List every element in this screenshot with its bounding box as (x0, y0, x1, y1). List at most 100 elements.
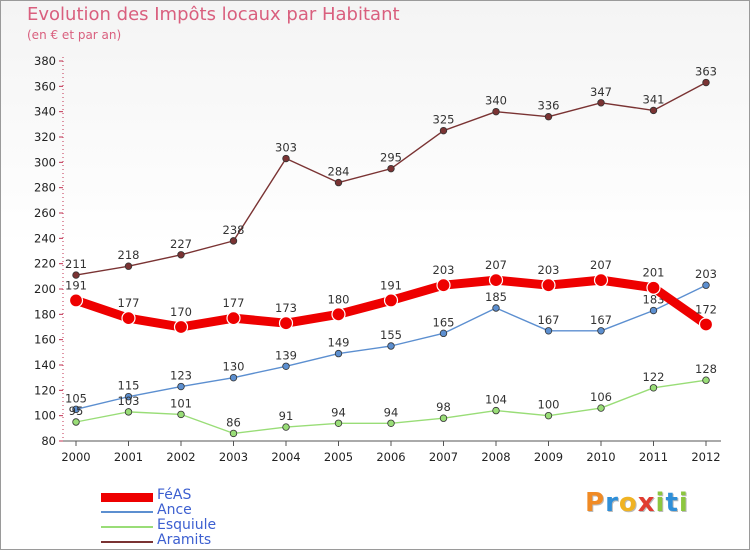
legend-swatch (101, 492, 153, 502)
data-point-ance (702, 281, 710, 289)
data-point-aramits (282, 154, 290, 163)
data-label-ance: 130 (223, 360, 245, 374)
data-label-aramits: 211 (65, 257, 87, 271)
y-tick-label: 100 (34, 409, 56, 423)
data-label-f-as: 207 (485, 258, 507, 272)
data-label-f-as: 177 (118, 296, 140, 310)
data-label-aramits: 363 (695, 65, 717, 79)
data-point-f-as (698, 317, 714, 332)
data-label-esquiule: 95 (69, 404, 84, 418)
y-tick-label: 120 (34, 383, 56, 397)
x-tick-label: 2008 (481, 450, 510, 464)
legend-label: FéAS (157, 487, 192, 503)
legend-label: Aramits (157, 532, 212, 548)
data-label-f-as: 207 (590, 258, 612, 272)
data-point-esquiule (124, 408, 133, 416)
data-label-aramits: 303 (275, 141, 297, 155)
data-label-f-as: 203 (433, 263, 455, 277)
data-point-aramits (492, 107, 500, 116)
data-point-f-as (383, 293, 399, 308)
data-label-aramits: 325 (433, 113, 455, 127)
data-point-f-as (488, 273, 504, 288)
data-label-esquiule: 91 (279, 409, 294, 423)
x-tick-label: 2012 (691, 450, 720, 464)
data-point-ance (72, 405, 80, 414)
data-point-aramits (72, 271, 80, 279)
legend-label: Esquiule (157, 517, 217, 533)
data-point-aramits (544, 113, 553, 121)
data-point-esquiule (702, 376, 710, 384)
y-tick-label: 300 (34, 155, 56, 169)
data-point-esquiule (177, 410, 185, 419)
data-label-ance: 105 (65, 391, 87, 405)
y-tick-label: 220 (34, 257, 56, 271)
data-label-esquiule: 94 (331, 405, 346, 419)
y-tick-label: 200 (34, 282, 56, 296)
data-label-ance: 155 (380, 328, 402, 342)
x-tick-label: 2010 (586, 450, 615, 464)
data-point-esquiule (492, 406, 500, 415)
data-point-ance (177, 382, 185, 391)
data-label-f-as: 170 (170, 305, 192, 319)
y-tick-label: 280 (34, 181, 56, 195)
legend-label: Ance (157, 502, 192, 518)
data-point-f-as (541, 278, 556, 293)
x-tick-label: 2004 (271, 450, 300, 464)
y-tick-label: 320 (34, 130, 56, 144)
data-label-esquiule: 98 (436, 400, 451, 414)
data-point-aramits (334, 178, 343, 187)
data-label-ance: 149 (328, 336, 350, 350)
data-label-ance: 203 (695, 267, 717, 281)
data-point-esquiule (229, 429, 238, 438)
data-point-aramits (597, 99, 605, 107)
data-point-ance (439, 329, 448, 338)
chart-title: Evolution des Impôts locaux par Habitant (27, 4, 400, 25)
data-point-aramits (649, 106, 658, 115)
data-label-ance: 167 (538, 313, 560, 327)
data-point-aramits (439, 126, 448, 135)
data-label-ance: 165 (433, 315, 455, 329)
y-tick-label: 340 (34, 105, 56, 119)
x-tick-label: 2003 (219, 450, 248, 464)
data-label-esquiule: 86 (226, 415, 241, 429)
proxiti-logo: Proxiti (585, 488, 689, 518)
data-point-f-as (331, 307, 346, 322)
data-label-aramits: 218 (118, 248, 140, 262)
data-label-aramits: 227 (170, 237, 192, 251)
data-label-ance: 139 (275, 348, 297, 362)
data-point-ance (229, 373, 238, 382)
y-tick-label: 360 (34, 79, 56, 93)
x-tick-label: 2009 (534, 450, 563, 464)
data-point-esquiule (649, 384, 658, 392)
legend-swatch (101, 511, 153, 513)
y-tick-label: 80 (41, 434, 56, 448)
x-tick-label: 2005 (324, 450, 353, 464)
data-label-esquiule: 122 (643, 370, 665, 384)
data-label-f-as: 191 (380, 278, 402, 292)
data-label-ance: 185 (485, 290, 507, 304)
data-point-ance (597, 327, 605, 335)
x-tick-label: 2000 (61, 450, 90, 464)
data-label-aramits: 284 (328, 165, 350, 179)
data-point-esquiule (597, 404, 605, 412)
data-label-f-as: 201 (643, 266, 665, 280)
data-label-esquiule: 101 (170, 396, 192, 410)
data-label-aramits: 238 (223, 223, 245, 237)
data-label-esquiule: 104 (485, 393, 507, 407)
x-tick-label: 2001 (114, 450, 143, 464)
data-label-f-as: 180 (328, 292, 350, 306)
data-point-aramits (177, 251, 185, 259)
data-label-esquiule: 94 (384, 405, 399, 419)
y-tick-label: 260 (34, 206, 56, 220)
x-tick-label: 2007 (429, 450, 458, 464)
y-tick-label: 140 (34, 358, 56, 372)
data-label-esquiule: 128 (695, 362, 717, 376)
data-label-f-as: 191 (65, 278, 87, 292)
y-tick-label: 180 (34, 307, 56, 321)
y-tick-label: 160 (34, 333, 56, 347)
y-tick-label: 240 (34, 231, 56, 245)
data-point-ance (387, 342, 395, 350)
data-point-ance (492, 304, 500, 312)
